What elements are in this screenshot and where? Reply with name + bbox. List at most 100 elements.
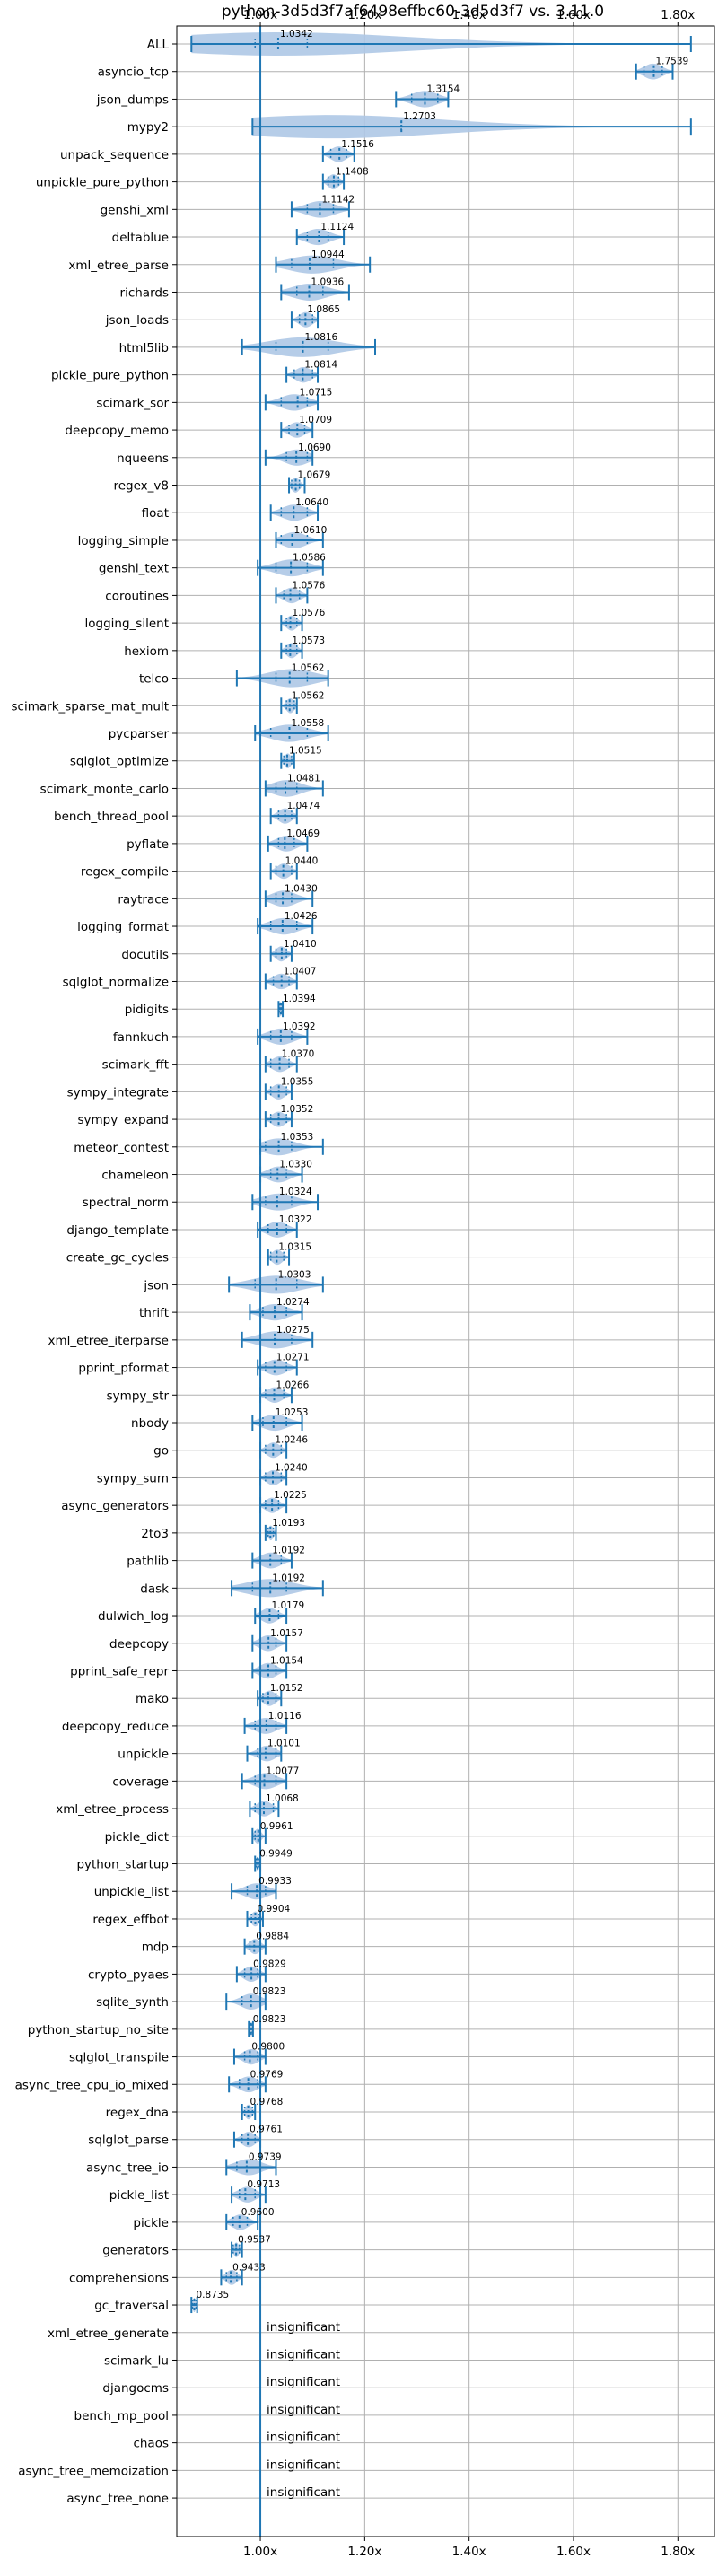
- benchmark-label: genshi_xml: [101, 203, 169, 217]
- value-label: 1.0394: [283, 994, 316, 1004]
- value-label: 0.9961: [260, 1821, 293, 1832]
- benchmark-label: sqlglot_normalize: [63, 975, 169, 989]
- value-label: 1.0116: [268, 1711, 302, 1722]
- benchmark-label: nbody: [131, 1416, 169, 1431]
- value-label: 0.9600: [241, 2207, 275, 2218]
- value-label: 1.0816: [305, 332, 338, 343]
- benchmark-label: hexiom: [124, 644, 169, 659]
- value-label: 1.7539: [655, 57, 688, 67]
- insignificant-label: insignificant: [267, 2485, 340, 2500]
- value-label: 0.9829: [253, 1958, 286, 1969]
- x-tick-label-top: 1.60x: [556, 8, 591, 22]
- value-label: 1.0246: [275, 1435, 308, 1446]
- benchmark-label: comprehensions: [69, 2271, 169, 2285]
- benchmark-label: deltablue: [112, 231, 169, 245]
- benchmark-label: sympy_str: [107, 1389, 170, 1403]
- benchmark-label: bench_mp_pool: [74, 2409, 169, 2423]
- x-tick-label-bottom: 1.60x: [556, 2545, 591, 2559]
- value-label: 0.9769: [250, 2069, 284, 2080]
- benchmark-label: unpickle: [118, 1748, 169, 1762]
- benchmark-label: pycparser: [109, 727, 170, 741]
- benchmark-label: pickle_pure_python: [51, 369, 169, 383]
- benchmark-label: asyncio_tcp: [98, 66, 169, 80]
- value-label: 1.1516: [341, 139, 374, 150]
- value-label: 1.0715: [300, 387, 333, 398]
- benchmark-label: logging_simple: [78, 534, 169, 548]
- x-tick-label-bottom: 1.20x: [347, 2545, 381, 2559]
- value-label: 1.0352: [281, 1104, 314, 1115]
- x-tick-label-top: 1.80x: [661, 8, 695, 22]
- value-label: 1.0586: [293, 553, 326, 564]
- benchmark-label: create_gc_cycles: [66, 1251, 169, 1266]
- value-label: 1.0179: [271, 1600, 304, 1611]
- value-label: 1.0936: [311, 276, 344, 287]
- value-label: 1.0944: [311, 250, 345, 260]
- value-label: 0.9739: [249, 2151, 282, 2162]
- value-label: 1.0152: [270, 1683, 303, 1694]
- value-label: 0.9904: [257, 1904, 290, 1914]
- value-label: 1.0330: [279, 1160, 312, 1170]
- benchmark-label: regex_compile: [81, 865, 169, 880]
- benchmark-label: pickle_dict: [105, 1830, 169, 1844]
- benchmark-label: async_tree_cpu_io_mixed: [15, 2078, 169, 2092]
- benchmark-label: python_startup_no_site: [28, 2023, 169, 2037]
- benchmark-label: async_generators: [61, 1499, 169, 1513]
- value-label: 1.0709: [299, 415, 332, 425]
- value-label: 1.0410: [284, 939, 317, 950]
- value-label: 0.9884: [256, 1932, 289, 1942]
- benchmark-label: regex_v8: [113, 479, 169, 494]
- value-label: 1.0562: [292, 690, 325, 701]
- benchmark-label: regex_effbot: [92, 1913, 169, 1927]
- value-label: 1.0342: [280, 29, 313, 39]
- value-label: 0.9713: [247, 2179, 280, 2190]
- benchmark-label: chameleon: [101, 1169, 169, 1183]
- value-label: 1.0157: [270, 1628, 303, 1639]
- value-label: 1.0274: [276, 1297, 310, 1308]
- benchmark-label: nqueens: [117, 451, 169, 466]
- benchmark-label: go: [153, 1444, 169, 1459]
- value-label: 1.0679: [298, 470, 331, 481]
- value-label: 1.0407: [284, 966, 317, 977]
- labels-layer: 1.00x 1.00x 1.20x 1.20x 1.40x 1.40x 1.60x 1.60x…: [12, 8, 696, 2559]
- benchmark-label: float: [142, 506, 169, 521]
- value-label: 1.1408: [336, 167, 369, 178]
- value-label: 0.9949: [259, 1849, 293, 1860]
- insignificant-label: insignificant: [267, 2347, 340, 2361]
- benchmark-label: raytrace: [118, 892, 169, 907]
- value-label: 0.9433: [232, 2262, 266, 2273]
- benchmark-label: pickle_list: [109, 2188, 169, 2203]
- benchmark-label: scimark_sparse_mat_mult: [12, 699, 169, 714]
- benchmark-label: deepcopy: [109, 1637, 169, 1652]
- value-label: 1.1124: [320, 222, 354, 232]
- benchmark-label: mypy2: [127, 120, 169, 135]
- x-tick-label-top: 1.00x: [243, 8, 277, 22]
- benchmark-label: deepcopy_reduce: [62, 1720, 169, 1734]
- value-label: 1.0426: [285, 911, 318, 922]
- value-label: 1.0271: [276, 1353, 310, 1363]
- x-tick-label-bottom: 1.40x: [452, 2545, 486, 2559]
- value-label: 1.0558: [291, 718, 324, 729]
- benchmark-label: xml_etree_process: [56, 1802, 169, 1817]
- value-label: 1.0253: [276, 1407, 309, 1418]
- marks-layer: [190, 26, 692, 2537]
- benchmark-label: pickle: [133, 2216, 169, 2230]
- value-label: 1.0469: [286, 828, 320, 839]
- benchmark-label: gc_traversal: [94, 2299, 169, 2313]
- value-label: 1.0275: [276, 1325, 310, 1336]
- benchmark-label: mdp: [142, 1941, 169, 1955]
- value-label: 1.0562: [292, 663, 325, 674]
- value-label: 0.8735: [196, 2290, 229, 2300]
- benchmark-label: docutils: [121, 948, 169, 962]
- benchmark-label: async_tree_none: [66, 2492, 169, 2506]
- benchmark-label: meteor_contest: [74, 1141, 169, 1155]
- benchmark-label: unpickle_pure_python: [36, 176, 169, 190]
- chart-title: python-3d5d3f7af6498effbc60-3d5d3f7 vs. …: [222, 3, 604, 21]
- benchmark-label: dulwich_log: [98, 1609, 169, 1624]
- benchmark-label: json_dumps: [96, 92, 169, 107]
- insignificant-label: insignificant: [267, 2320, 340, 2335]
- value-label: 1.0640: [295, 497, 328, 508]
- benchmark-label: scimark_monte_carlo: [40, 782, 169, 796]
- benchmark-label: logging_silent: [85, 617, 169, 631]
